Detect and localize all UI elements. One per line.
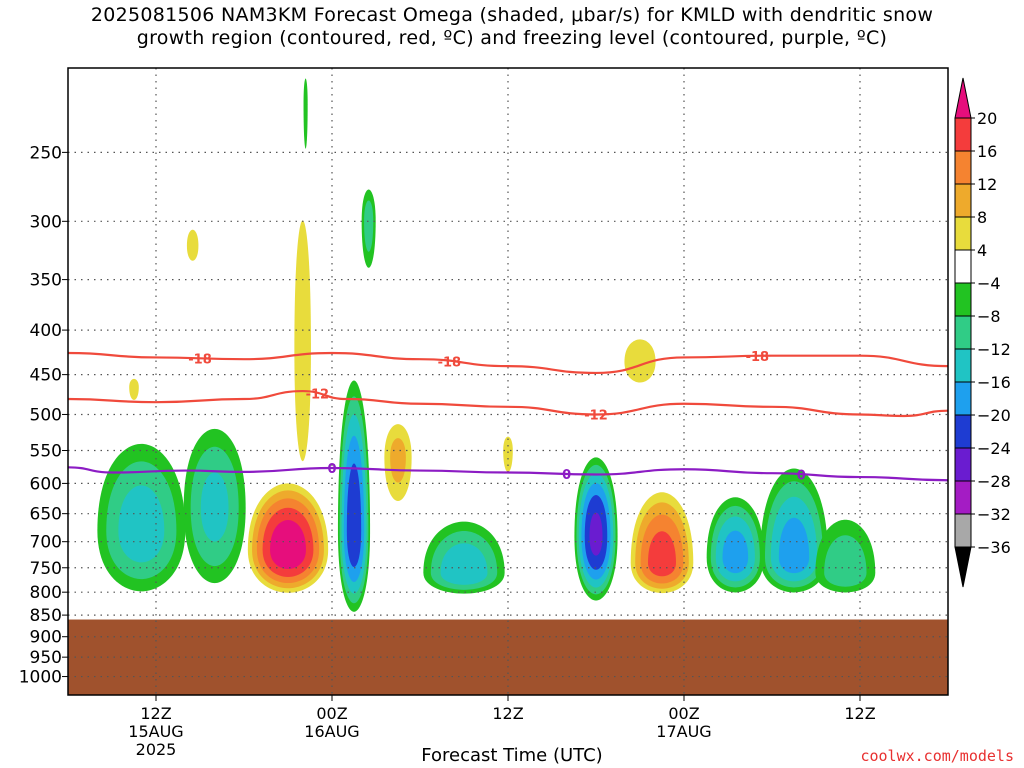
- x-tick-label-3: 00Z: [668, 704, 699, 723]
- contour-label-2-1: 0: [562, 468, 571, 483]
- y-tick-label-300: 300: [30, 212, 62, 232]
- contour-label-0-2: -18: [746, 350, 770, 365]
- omega-band-7-4: [346, 463, 362, 567]
- x-tick-year-0: 2025: [136, 740, 177, 759]
- colorbar-swatch-13: [954, 513, 972, 548]
- colorbar-swatch-8: [954, 348, 972, 383]
- colorbar-swatch-6: [954, 282, 972, 317]
- omega-band-4-0: [129, 378, 139, 400]
- omega-band-14-0: [624, 339, 656, 383]
- colorbar-label-2: 12: [977, 175, 997, 194]
- x-tick-date-1: 16AUG: [304, 722, 359, 741]
- omega-band-10-0: [503, 436, 513, 473]
- y-tick-label-750: 750: [30, 559, 62, 579]
- contour-label-1-0: -12: [306, 388, 330, 403]
- x-tick-date-3: 17AUG: [656, 722, 711, 741]
- y-tick-label-500: 500: [30, 405, 62, 425]
- colorbar-swatch-11: [954, 447, 972, 482]
- colorbar-label-6: −8: [977, 307, 1001, 326]
- y-tick-label-800: 800: [30, 583, 62, 603]
- omega-band-15-3: [722, 530, 749, 574]
- colorbar-swatch-4: [954, 216, 972, 251]
- contour-line-2: [67, 466, 949, 482]
- colorbar-label-13: −36: [977, 538, 1011, 557]
- contour-label-0-1: -18: [438, 356, 462, 371]
- x-tick-label-1: 00Z: [316, 704, 347, 723]
- colorbar-label-5: −4: [977, 274, 1001, 293]
- contour-line-0: [67, 351, 949, 375]
- omega-band-3-0: [186, 229, 199, 261]
- colorbar-label-3: 8: [977, 208, 987, 227]
- omega-band-12-5: [589, 512, 603, 556]
- colorbar-label-12: −32: [977, 505, 1011, 524]
- contour-label-1-1: -12: [584, 408, 608, 423]
- plot-frame: [67, 67, 949, 696]
- y-tick-label-700: 700: [30, 533, 62, 553]
- omega-band-1-0: [294, 220, 311, 462]
- x-tick-date-0: 15AUG: [128, 722, 183, 741]
- colorbar-swatch-12: [954, 480, 972, 515]
- omega-band-8-1: [364, 200, 374, 252]
- omega-band-6-2: [200, 472, 229, 542]
- omega-band-11-2: [440, 543, 488, 585]
- omega-band-5-2: [118, 485, 165, 563]
- colorbar-top-arrow: [954, 77, 972, 119]
- colorbar-label-4: 4: [977, 241, 987, 260]
- colorbar-swatch-5: [954, 249, 972, 284]
- y-tick-label-950: 950: [30, 648, 62, 668]
- y-tick-label-350: 350: [30, 271, 62, 291]
- chart-title: 2025081506 NAM3KM Forecast Omega (shaded…: [0, 4, 1024, 50]
- ground-terrain: [68, 619, 948, 695]
- colorbar-label-8: −16: [977, 373, 1011, 392]
- colorbar-swatch-10: [954, 414, 972, 449]
- omega-band-0-4: [270, 520, 306, 569]
- colorbar-bottom-arrow: [954, 546, 972, 588]
- colorbar-label-1: 16: [977, 142, 997, 161]
- y-tick-label-450: 450: [30, 366, 62, 386]
- colorbar-label-0: 20: [977, 109, 997, 128]
- omega-band-13-3: [648, 531, 676, 577]
- chart-title-line1: 2025081506 NAM3KM Forecast Omega (shaded…: [90, 4, 934, 26]
- y-tick-label-900: 900: [30, 628, 62, 648]
- y-tick-label-850: 850: [30, 606, 62, 626]
- colorbar-label-7: −12: [977, 340, 1011, 359]
- x-tick-label-2: 12Z: [492, 704, 523, 723]
- omega-band-17-1: [824, 535, 867, 587]
- contour-label-2-2: 0: [797, 468, 806, 483]
- colorbar-label-11: −28: [977, 472, 1011, 491]
- contour-label-2-0: 0: [327, 462, 336, 477]
- colorbar-swatch-9: [954, 381, 972, 416]
- y-tick-label-250: 250: [30, 143, 62, 163]
- omega-band-16-3: [778, 517, 810, 574]
- source-link[interactable]: coolwx.com/models: [860, 747, 1014, 765]
- y-tick-label-550: 550: [30, 442, 62, 462]
- y-tick-label-1000: 1000: [19, 668, 62, 688]
- x-axis-label: Forecast Time (UTC): [421, 745, 603, 766]
- colorbar-swatch-2: [954, 150, 972, 185]
- x-tick-label-0: 12Z: [140, 704, 171, 723]
- colorbar-swatch-1: [954, 117, 972, 152]
- y-tick-label-650: 650: [30, 505, 62, 525]
- colorbar-swatch-7: [954, 315, 972, 350]
- y-tick-label-600: 600: [30, 474, 62, 494]
- contour-label-0-0: -18: [188, 352, 212, 367]
- omega-band-2-0: [303, 78, 308, 149]
- chart-title-line2: growth region (contoured, red, ºC) and f…: [136, 27, 888, 49]
- colorbar-label-9: −20: [977, 406, 1011, 425]
- contour-line-1: [67, 389, 949, 418]
- colorbar-label-10: −24: [977, 439, 1011, 458]
- y-tick-label-400: 400: [30, 321, 62, 341]
- x-tick-label-4: 12Z: [844, 704, 875, 723]
- colorbar-swatch-3: [954, 183, 972, 218]
